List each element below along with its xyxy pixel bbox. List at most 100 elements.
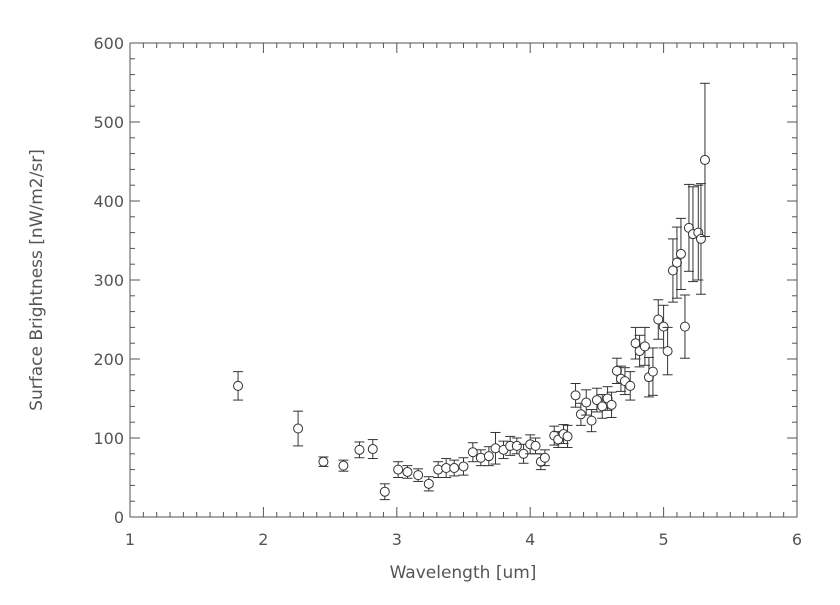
- y-tick-label: 600: [93, 34, 124, 53]
- point-marker: [393, 464, 404, 475]
- axis-ticks: [129, 42, 798, 518]
- data-point: [338, 459, 349, 472]
- data-point: [699, 82, 710, 238]
- data-points: [233, 82, 710, 501]
- x-tick-label: 4: [525, 530, 535, 549]
- data-point: [354, 441, 365, 459]
- point-marker: [647, 366, 658, 377]
- point-marker: [581, 397, 592, 408]
- data-point: [683, 183, 694, 272]
- point-marker: [586, 415, 597, 426]
- data-point: [586, 409, 597, 433]
- data-point: [591, 387, 602, 413]
- point-marker: [570, 390, 581, 401]
- data-point: [619, 367, 630, 396]
- data-point: [367, 439, 378, 460]
- point-marker: [539, 452, 550, 463]
- data-point: [662, 326, 673, 376]
- point-marker: [699, 154, 710, 165]
- data-point: [653, 299, 664, 340]
- data-point: [667, 238, 678, 303]
- point-marker: [402, 466, 413, 477]
- point-marker: [233, 380, 244, 391]
- y-tick-label: 0: [114, 508, 124, 527]
- point-marker: [575, 409, 586, 420]
- data-point: [658, 304, 669, 349]
- y-tick-label: 400: [93, 192, 124, 211]
- point-marker: [625, 380, 636, 391]
- data-point: [483, 446, 494, 467]
- data-point: [458, 457, 469, 476]
- point-marker: [658, 321, 669, 332]
- point-marker: [449, 463, 460, 474]
- point-marker: [606, 399, 617, 410]
- data-point: [570, 382, 581, 408]
- data-point: [675, 217, 686, 290]
- y-tick-label: 500: [93, 113, 124, 132]
- y-tick-labels: 0 100 200 300 400 500 600: [93, 34, 124, 527]
- y-tick-label: 300: [93, 271, 124, 290]
- data-point: [449, 459, 460, 477]
- y-tick-label: 100: [93, 429, 124, 448]
- data-point: [413, 468, 424, 482]
- data-point: [490, 431, 501, 465]
- x-axis-label: Wavelength [um]: [390, 563, 537, 583]
- data-point: [467, 442, 478, 463]
- data-point: [679, 294, 690, 359]
- point-marker: [639, 341, 650, 352]
- point-marker: [433, 464, 444, 475]
- data-point: [625, 371, 636, 401]
- x-tick-label: 5: [659, 530, 669, 549]
- point-marker: [675, 248, 686, 259]
- data-point: [597, 394, 608, 419]
- data-point: [530, 437, 541, 455]
- point-marker: [597, 401, 608, 412]
- data-point: [581, 389, 592, 416]
- data-point: [318, 456, 329, 467]
- point-marker: [483, 451, 494, 462]
- data-point: [643, 356, 654, 398]
- point-marker: [695, 233, 706, 244]
- point-marker: [475, 452, 486, 463]
- data-point: [647, 347, 658, 396]
- point-marker: [423, 478, 434, 489]
- data-point: [379, 483, 390, 501]
- point-marker: [679, 321, 690, 332]
- data-point: [671, 226, 682, 299]
- data-point: [606, 391, 617, 418]
- data-point: [423, 476, 434, 492]
- point-marker: [653, 314, 664, 325]
- y-axis-label: Surface Brightness [nW/m2/sr]: [27, 149, 47, 411]
- point-marker: [467, 447, 478, 458]
- point-marker: [458, 461, 469, 472]
- x-tick-labels: 1 2 3 4 5 6: [125, 530, 802, 549]
- point-marker: [662, 346, 673, 357]
- data-point: [402, 465, 413, 479]
- point-marker: [318, 456, 329, 467]
- data-point: [233, 371, 244, 401]
- point-marker: [413, 470, 424, 481]
- point-marker: [338, 460, 349, 471]
- data-point: [511, 437, 522, 455]
- point-marker: [293, 423, 304, 434]
- y-tick-label: 200: [93, 350, 124, 369]
- data-point: [293, 410, 304, 447]
- point-marker: [511, 440, 522, 451]
- point-marker: [367, 444, 378, 455]
- data-point: [695, 183, 706, 295]
- data-point: [393, 461, 404, 478]
- data-point: [693, 184, 704, 281]
- point-marker: [530, 440, 541, 451]
- point-marker: [671, 257, 682, 268]
- point-marker: [379, 486, 390, 497]
- point-marker: [354, 444, 365, 455]
- data-point: [639, 326, 650, 366]
- data-point: [562, 424, 573, 448]
- point-marker: [490, 443, 501, 454]
- data-point: [539, 449, 550, 467]
- x-tick-label: 3: [392, 530, 402, 549]
- data-point: [441, 458, 452, 478]
- x-tick-label: 6: [792, 530, 802, 549]
- point-marker: [591, 395, 602, 406]
